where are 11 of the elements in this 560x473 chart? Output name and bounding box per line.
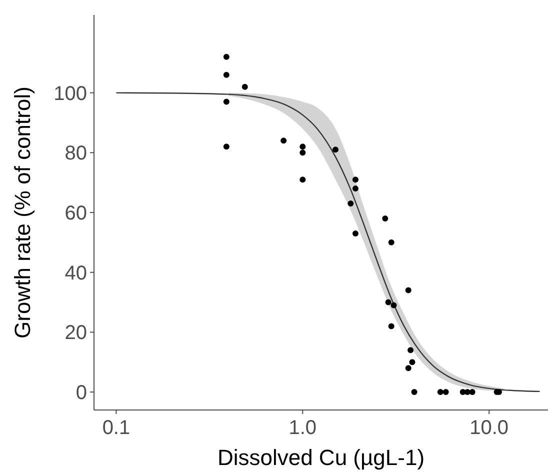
x-tick-label: 10.0 <box>470 417 509 439</box>
x-axis-title: Dissolved Cu (µgL-1) <box>217 445 425 470</box>
y-axis-title: Growth rate (% of control) <box>10 86 35 338</box>
y-tick-label: 80 <box>64 142 87 165</box>
y-tick-label: 60 <box>64 202 87 224</box>
x-tick-label: 0.1 <box>102 417 130 439</box>
y-tick-label: 20 <box>64 322 87 344</box>
y-tick-label: 40 <box>64 262 87 284</box>
y-tick-label: 100 <box>54 82 87 105</box>
y-tick-label: 0 <box>76 382 87 404</box>
x-tick-label: 1.0 <box>288 417 317 439</box>
